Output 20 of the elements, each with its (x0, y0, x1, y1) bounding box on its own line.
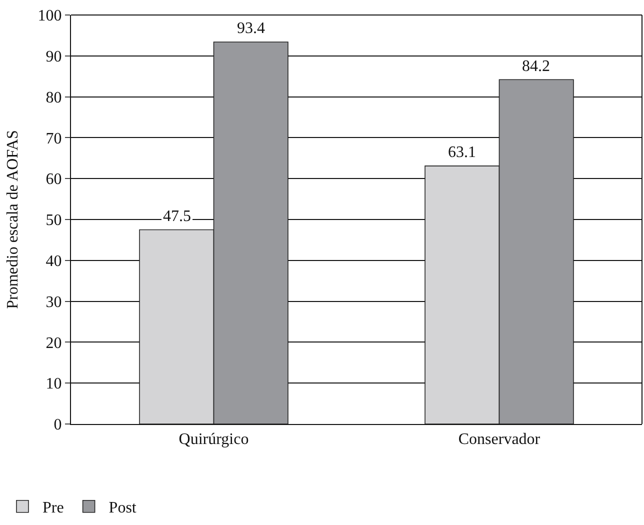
legend-label: Post (108, 500, 137, 517)
data-label: 47.5 (163, 208, 191, 225)
y-tick-label: 30 (46, 294, 62, 311)
data-label: 93.4 (237, 20, 265, 37)
y-tick-label: 0 (54, 416, 62, 434)
y-tick-label: 70 (46, 130, 62, 148)
y-tick-label: 90 (46, 48, 62, 66)
data-label: 63.1 (448, 144, 476, 161)
x-tick-label: Quirúrgico (178, 431, 249, 448)
legend-label: Pre (42, 500, 64, 517)
y-tick-label: 50 (46, 212, 62, 230)
y-tick-label: 40 (46, 253, 62, 270)
x-tick-label: Conservador (458, 431, 541, 448)
y-tick-label: 80 (46, 89, 62, 106)
y-tick-label: 60 (46, 171, 62, 188)
y-tick-label: 100 (38, 8, 62, 25)
y-axis-title: Promedio escala de AOFAS (4, 130, 22, 309)
y-tick-label: 20 (46, 334, 62, 352)
y-tick-label: 10 (46, 376, 62, 393)
data-label: 84.2 (522, 58, 550, 75)
